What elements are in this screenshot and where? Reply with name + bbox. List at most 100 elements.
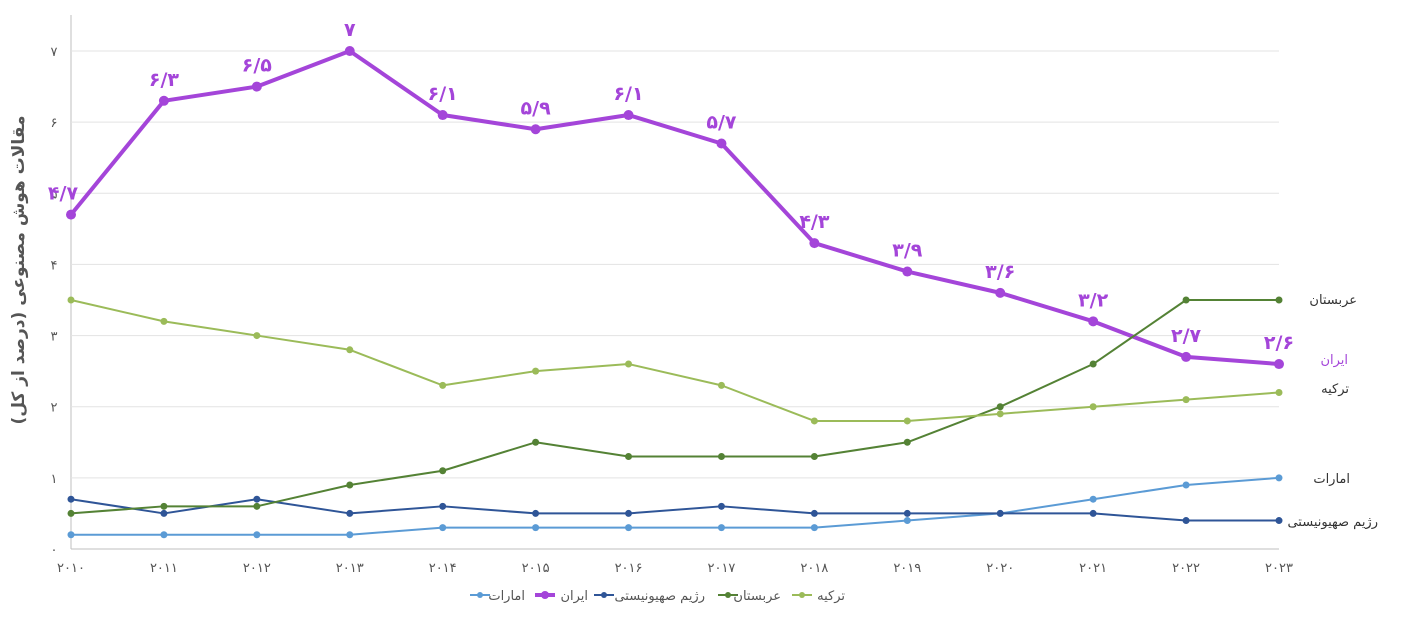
data-point: [810, 417, 818, 425]
data-point: [716, 138, 727, 149]
series-line-4: [70, 299, 1280, 422]
x-tick-label: ۲۰۲۳: [1265, 561, 1293, 576]
data-point: [346, 509, 354, 517]
data-label: ۲/۶: [1264, 332, 1294, 354]
data-point: [439, 467, 447, 475]
data-point: [996, 403, 1004, 411]
data-point: [625, 509, 633, 517]
data-point: [67, 495, 75, 503]
legend-swatch-marker: [477, 592, 483, 598]
data-point: [160, 509, 168, 517]
x-tick-label: ۲۰۱۵: [522, 561, 550, 576]
x-tick-label: ۲۰۲۱: [1079, 561, 1107, 576]
x-tick-label: ۲۰۱۸: [800, 561, 828, 576]
data-point: [1182, 296, 1190, 304]
y-tick-label: ۴: [51, 258, 58, 273]
x-tick-label: ۲۰۱۹: [893, 561, 921, 576]
x-tick-label: ۲۰۱۴: [429, 561, 457, 576]
data-point: [1275, 388, 1283, 396]
y-tick-label: ۶: [51, 116, 58, 131]
legend-entry: ایران: [560, 589, 588, 604]
data-label: ۶/۱: [613, 83, 643, 105]
data-point: [995, 287, 1006, 298]
data-point: [346, 481, 354, 489]
data-point: [532, 524, 540, 532]
data-point: [253, 495, 261, 503]
data-point: [902, 266, 913, 277]
data-point: [439, 502, 447, 510]
data-point: [67, 509, 75, 517]
data-point: [437, 110, 448, 121]
data-point: [810, 524, 818, 532]
data-point: [625, 453, 633, 461]
data-label: ۴/۳: [799, 211, 830, 233]
y-tick-label: ۰: [51, 543, 58, 558]
data-point: [1275, 517, 1283, 525]
data-point: [1275, 296, 1283, 304]
data-label: ۴/۷: [48, 183, 79, 205]
legend-entry: ترکیه: [817, 589, 845, 604]
legend-swatch-marker: [725, 592, 731, 598]
x-tick-label: ۲۰۱۳: [336, 561, 364, 576]
series-end-label: عربستان: [1309, 293, 1357, 308]
y-tick-label: ۲: [51, 401, 58, 416]
data-point: [717, 453, 725, 461]
data-point: [160, 317, 168, 325]
data-label: ۵/۹: [521, 97, 552, 119]
data-point: [623, 110, 634, 121]
legend-swatch-marker: [601, 592, 607, 598]
data-point: [1089, 360, 1097, 368]
data-point: [1181, 351, 1192, 362]
y-tick-label: ۳: [51, 330, 58, 345]
data-point: [1275, 474, 1283, 482]
data-point: [1088, 316, 1099, 327]
data-point: [1182, 517, 1190, 525]
y-tick-label: ۷: [51, 45, 58, 60]
data-point: [160, 502, 168, 510]
data-point: [253, 531, 261, 539]
x-tick-label: ۲۰۱۰: [57, 561, 85, 576]
data-point: [996, 509, 1004, 517]
data-point: [67, 531, 75, 539]
data-label: ۳/۶: [985, 261, 1015, 283]
x-tick-label: ۲۰۲۲: [1172, 561, 1200, 576]
y-axis-title: مقالات هوش مصنوعی (درصد از کل): [9, 115, 29, 424]
data-point: [253, 332, 261, 340]
data-label: ۳/۲: [1078, 289, 1109, 311]
data-point: [344, 46, 355, 56]
data-point: [346, 531, 354, 539]
data-point: [903, 417, 911, 425]
data-point: [717, 502, 725, 510]
data-point: [439, 524, 447, 532]
data-point: [810, 453, 818, 461]
data-label: ۷: [344, 19, 356, 41]
data-label: ۵/۷: [706, 111, 737, 133]
legend-swatch-marker: [799, 592, 805, 598]
legend-swatch-marker: [541, 591, 549, 599]
data-point: [1089, 509, 1097, 517]
data-point: [160, 531, 168, 539]
data-point: [1274, 359, 1284, 370]
data-point: [903, 438, 911, 446]
legend-entry: امارات: [488, 589, 525, 604]
series-line-3: [70, 299, 1279, 515]
series-end-label: امارات: [1313, 472, 1350, 487]
data-point: [532, 438, 540, 446]
data-point: [996, 410, 1004, 418]
data-point: [251, 81, 262, 92]
data-point: [66, 209, 76, 220]
data-point: [67, 296, 75, 304]
data-point: [158, 95, 169, 106]
x-tick-label: ۲۰۱۷: [707, 561, 735, 576]
data-point: [532, 509, 540, 517]
x-tick-label: ۲۰۱۱: [150, 561, 178, 576]
data-point: [439, 381, 447, 389]
series-line-0: [71, 476, 1280, 536]
series-line-1: [69, 49, 1280, 367]
data-label: ۶/۱: [428, 83, 458, 105]
data-point: [809, 238, 820, 249]
legend-entry: عربستان: [733, 589, 781, 604]
data-point: [1182, 396, 1190, 404]
